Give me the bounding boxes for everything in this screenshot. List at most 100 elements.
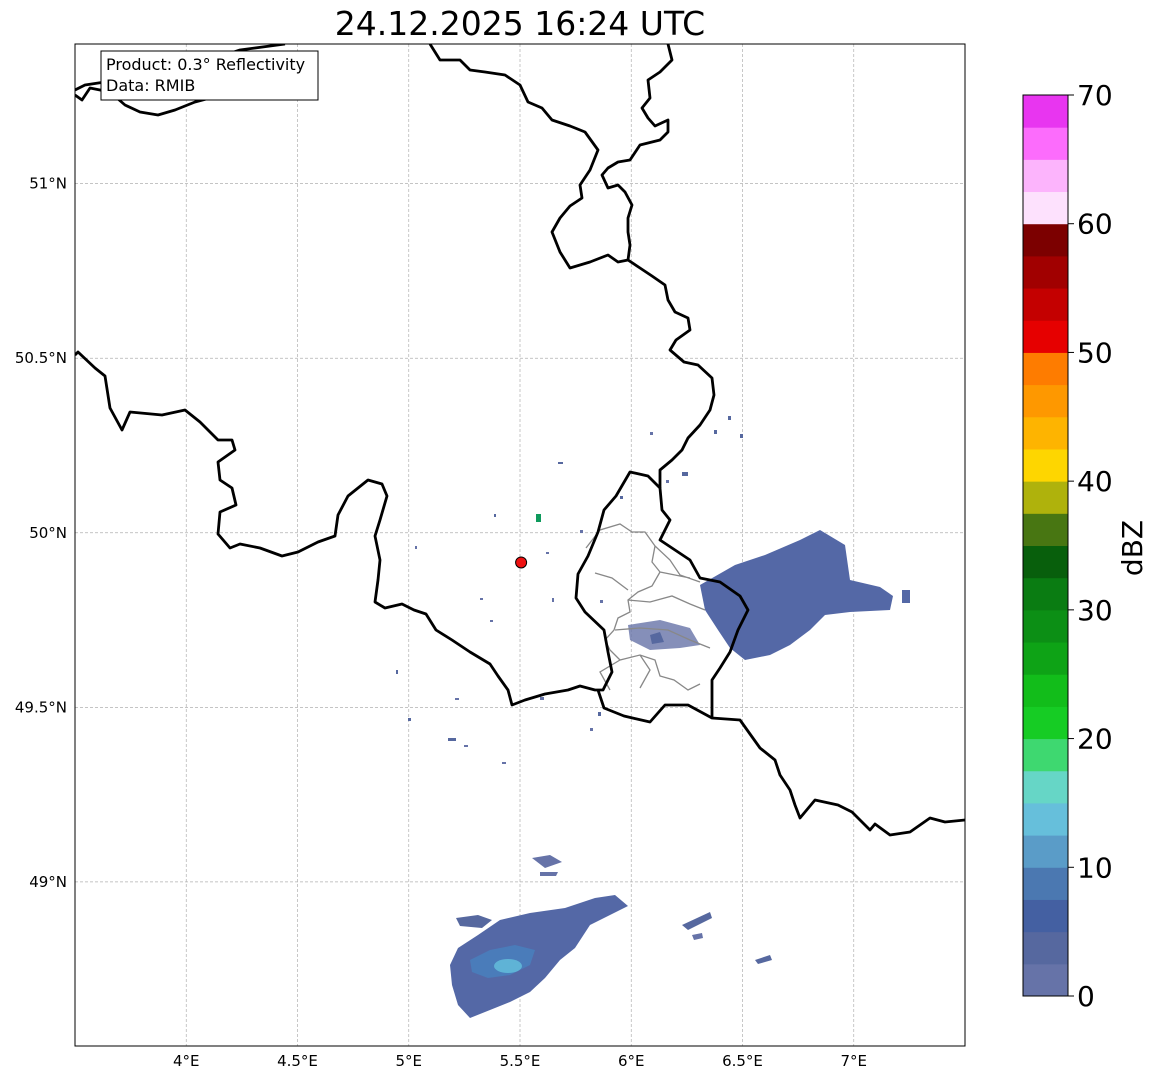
x-tick-label: 5°E	[395, 1052, 422, 1070]
echo-speckle	[620, 496, 623, 499]
colorbar-segment	[1023, 674, 1068, 707]
colorbar-segment	[1023, 191, 1068, 225]
echo-speckle	[415, 546, 417, 549]
echo-speckle	[666, 480, 669, 483]
y-tick-label: 49.5°N	[15, 698, 67, 716]
x-tick-label: 5.5°E	[500, 1052, 541, 1070]
info-source: Data: RMIB	[106, 76, 195, 95]
y-tick-label: 50.5°N	[15, 349, 67, 367]
colorbar-segment	[1023, 159, 1068, 193]
echo-fragment-south	[456, 915, 492, 928]
echo-fragment-southeast	[682, 912, 712, 930]
colorbar-tick-label: 50	[1077, 336, 1113, 369]
colorbar-segment	[1023, 352, 1068, 386]
echo-fragment-east	[650, 632, 664, 644]
colorbar-segment	[1023, 931, 1068, 965]
national-border-north	[428, 44, 716, 488]
y-tick-label: 49°N	[29, 873, 67, 891]
map-title: 24.12.2025 16:24 UTC	[334, 4, 706, 43]
echo-speckle	[740, 434, 743, 438]
map-frame	[74, 43, 966, 1047]
colorbar-tick-label: 10	[1077, 851, 1113, 884]
colorbar: 0 10 20 30 40 50 60 70 dBZ	[1022, 79, 1149, 1013]
echo-speckle	[455, 698, 459, 700]
radar-speckles	[396, 416, 743, 764]
colorbar-tick-label: 0	[1077, 980, 1095, 1013]
colorbar-segment	[1023, 448, 1068, 482]
colorbar-segment	[1023, 223, 1068, 257]
colorbar-label: dBZ	[1116, 520, 1149, 576]
colorbar-tick-label: 20	[1077, 723, 1113, 756]
echo-fragment-east	[628, 620, 700, 650]
echo-fragment-south	[532, 855, 562, 868]
echo-speckle	[540, 697, 544, 700]
colorbar-segment	[1023, 513, 1068, 546]
colorbar-tick-label: 60	[1077, 208, 1113, 241]
info-product: Product: 0.3° Reflectivity	[106, 55, 305, 74]
echo-speckle	[650, 432, 653, 435]
y-tick-label: 51°N	[29, 175, 67, 193]
echo-cluster-south	[450, 895, 628, 1018]
y-tick-label: 50°N	[29, 524, 67, 542]
echo-fragment-east	[902, 590, 910, 603]
national-border-lux	[596, 689, 965, 837]
echo-speckle	[502, 762, 506, 764]
x-tick-label: 7°E	[840, 1052, 867, 1070]
echo-speckle	[590, 728, 593, 731]
colorbar-segment	[1023, 738, 1068, 772]
map-panel	[74, 43, 966, 1047]
colorbar-segment	[1023, 867, 1068, 900]
echo-speckle	[536, 514, 541, 522]
echo-speckle	[546, 552, 549, 554]
colorbar-tick-label: 70	[1077, 79, 1113, 112]
colorbar-frame	[1022, 94, 1069, 997]
colorbar-segment	[1023, 835, 1068, 868]
colorbar-segment	[1023, 545, 1068, 579]
x-tick-label: 6.5°E	[722, 1052, 763, 1070]
colorbar-segment	[1023, 481, 1068, 514]
echo-speckle	[494, 514, 496, 517]
colorbar-segment	[1023, 255, 1068, 289]
colorbar-segments	[1023, 95, 1068, 997]
borders	[75, 44, 965, 837]
echo-max-south	[494, 959, 522, 973]
colorbar-segment	[1023, 95, 1068, 128]
x-tick-label: 4.5°E	[277, 1052, 318, 1070]
colorbar-segment	[1023, 320, 1068, 353]
x-tick-label: 4°E	[173, 1052, 200, 1070]
national-border-northeast	[600, 44, 674, 261]
colorbar-segment	[1023, 127, 1068, 160]
radar-echoes	[450, 530, 910, 1018]
y-axis-ticks: 51°N 50.5°N 50°N 49.5°N 49°N	[15, 175, 67, 891]
echo-fragment-southeast	[755, 955, 772, 964]
colorbar-segment	[1023, 770, 1068, 804]
info-box: Product: 0.3° Reflectivity Data: RMIB	[100, 50, 319, 101]
colorbar-segment	[1023, 288, 1068, 321]
x-tick-label: 6°E	[618, 1052, 645, 1070]
echo-speckle	[408, 718, 411, 721]
province-borders	[585, 523, 711, 691]
echo-speckle	[728, 416, 731, 420]
colorbar-segment	[1023, 802, 1068, 836]
echo-speckle	[480, 598, 483, 600]
colorbar-segment	[1023, 416, 1068, 450]
echo-fragment-southeast	[692, 933, 703, 940]
radar-site-dot	[515, 556, 528, 569]
echo-speckle	[464, 745, 468, 747]
colorbar-segment	[1023, 384, 1068, 418]
echo-speckle	[552, 598, 554, 602]
echo-speckle	[600, 600, 603, 603]
echo-fragment-south	[540, 872, 558, 876]
echo-speckle	[682, 472, 688, 476]
x-axis-ticks: 4°E 4.5°E 5°E 5.5°E 6°E 6.5°E 7°E	[173, 1052, 867, 1070]
colorbar-segment	[1023, 899, 1068, 933]
colorbar-segment	[1023, 963, 1068, 997]
national-border-west	[75, 350, 750, 718]
colorbar-tick-label: 40	[1077, 465, 1113, 498]
echo-speckle	[598, 712, 601, 716]
echo-cluster-east	[700, 530, 893, 660]
echo-speckle	[580, 530, 583, 533]
colorbar-tick-label: 30	[1077, 594, 1113, 627]
echo-speckle	[714, 430, 717, 434]
